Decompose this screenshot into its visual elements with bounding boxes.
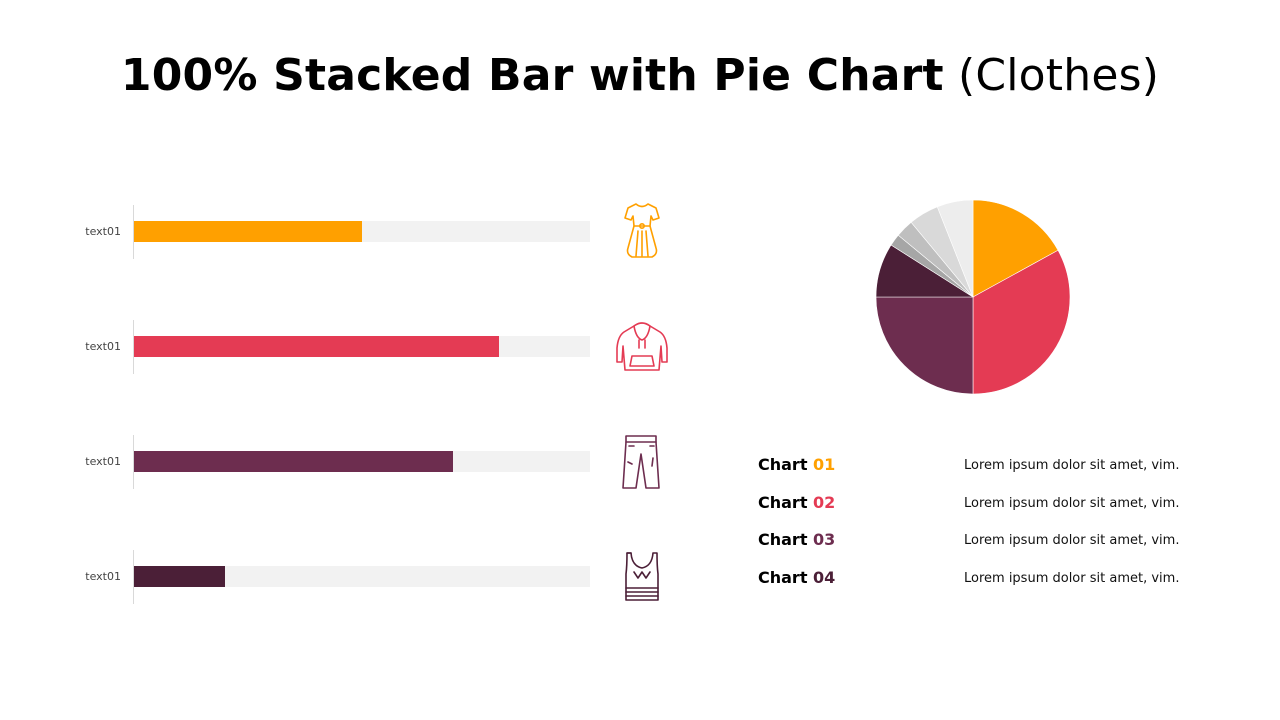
pie-slice-3 bbox=[875, 296, 974, 395]
legend-prefix: Chart bbox=[758, 530, 808, 549]
page-title: 100% Stacked Bar with Pie Chart (Clothes… bbox=[0, 48, 1280, 104]
bar-track bbox=[134, 221, 590, 242]
bar-axis-line bbox=[133, 320, 134, 374]
pants-icon bbox=[622, 435, 660, 489]
pie-slice-2 bbox=[972, 249, 1071, 395]
legend-description: Lorem ipsum dolor sit amet, vim. bbox=[964, 571, 1180, 586]
pie-slice-1 bbox=[972, 199, 1059, 298]
bar-label: text01 bbox=[85, 455, 121, 468]
bar-row-3: text01 bbox=[0, 435, 700, 489]
legend-number: 01 bbox=[813, 455, 836, 474]
bar-axis-line bbox=[133, 550, 134, 604]
pie-chart bbox=[875, 199, 1071, 395]
legend-number: 03 bbox=[813, 530, 836, 549]
bar-label: text01 bbox=[85, 570, 121, 583]
bar-label: text01 bbox=[85, 225, 121, 238]
bar-track bbox=[134, 336, 590, 357]
legend-description: Lorem ipsum dolor sit amet, vim. bbox=[964, 496, 1180, 511]
legend-item-4: Chart 04 Lorem ipsum dolor sit amet, vim… bbox=[758, 568, 1198, 592]
hoodie-icon bbox=[616, 322, 668, 371]
legend-prefix: Chart bbox=[758, 568, 808, 587]
bar-label: text01 bbox=[85, 340, 121, 353]
bar-row-1: text01 bbox=[0, 205, 700, 259]
legend-number: 02 bbox=[813, 493, 836, 512]
bar-axis-line bbox=[133, 435, 134, 489]
bar-row-2: text01 bbox=[0, 320, 700, 374]
bar-row-4: text01 bbox=[0, 550, 700, 604]
title-sub: (Clothes) bbox=[957, 50, 1160, 101]
legend-item-2: Chart 02 Lorem ipsum dolor sit amet, vim… bbox=[758, 493, 1198, 517]
bar-fill-1 bbox=[134, 221, 362, 242]
tank-top-icon bbox=[625, 552, 659, 601]
legend-key: Chart 03 bbox=[758, 530, 835, 549]
legend-description: Lorem ipsum dolor sit amet, vim. bbox=[964, 458, 1180, 473]
legend-key: Chart 01 bbox=[758, 455, 835, 474]
bar-fill-3 bbox=[134, 451, 454, 472]
bar-fill-4 bbox=[134, 566, 226, 587]
bar-axis-line bbox=[133, 205, 134, 259]
legend-prefix: Chart bbox=[758, 455, 808, 474]
bar-track bbox=[134, 566, 590, 587]
dress-icon bbox=[624, 203, 660, 258]
bar-fill-2 bbox=[134, 336, 499, 357]
title-main: 100% Stacked Bar with Pie Chart bbox=[120, 50, 944, 101]
legend-number: 04 bbox=[813, 568, 836, 587]
legend-prefix: Chart bbox=[758, 493, 808, 512]
legend-item-3: Chart 03 Lorem ipsum dolor sit amet, vim… bbox=[758, 530, 1198, 554]
legend-key: Chart 02 bbox=[758, 493, 835, 512]
legend-item-1: Chart 01 Lorem ipsum dolor sit amet, vim… bbox=[758, 455, 1198, 479]
legend-description: Lorem ipsum dolor sit amet, vim. bbox=[964, 533, 1180, 548]
pie-slice-8 bbox=[936, 199, 974, 298]
bar-track bbox=[134, 451, 590, 472]
legend-key: Chart 04 bbox=[758, 568, 835, 587]
